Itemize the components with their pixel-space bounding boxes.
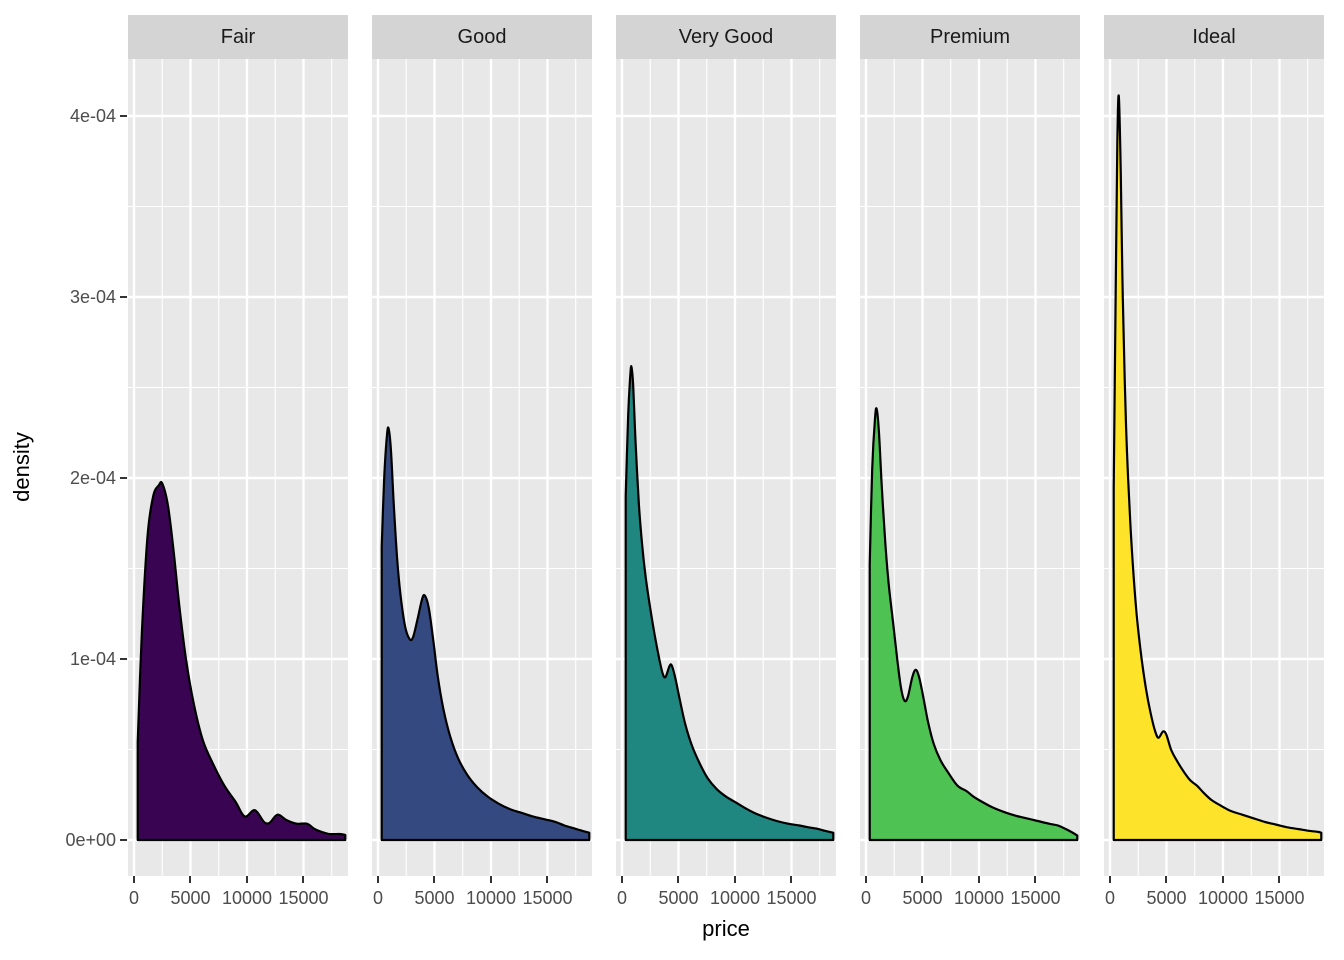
x-tick-label: 15000	[1254, 888, 1305, 908]
x-tick-label: 10000	[953, 888, 1004, 908]
x-tick-mark	[376, 876, 379, 883]
x-tick-mark	[189, 876, 192, 883]
y-tick-label: 1e-04	[69, 649, 116, 669]
x-tick-mark	[864, 876, 867, 883]
y-tick-mark	[120, 658, 127, 660]
x-tick-mark	[921, 876, 924, 883]
x-tick-mark	[245, 876, 248, 883]
x-tick-label: 5000	[1146, 888, 1187, 908]
x-tick-mark	[546, 876, 549, 883]
y-tick-mark	[120, 839, 127, 841]
y-tick-label: 4e-04	[69, 106, 116, 126]
facet-strip-label-ideal: Ideal	[1192, 25, 1236, 48]
x-tick-mark	[733, 876, 736, 883]
x-tick-mark	[620, 876, 623, 883]
x-axis-title: price	[702, 916, 750, 941]
x-tick-label: 10000	[465, 888, 516, 908]
facet-panel-very-good	[616, 59, 836, 876]
x-tick-mark	[1034, 876, 1037, 883]
facet-strip-very-good: Very Good	[616, 15, 836, 59]
facet-panel-good	[372, 59, 592, 876]
x-tick-label: 5000	[170, 888, 211, 908]
x-tick-mark	[433, 876, 436, 883]
facet-strip-label-premium: Premium	[929, 25, 1010, 48]
x-tick-mark	[1221, 876, 1224, 883]
x-tick-label: 10000	[1197, 888, 1248, 908]
x-tick-mark	[1108, 876, 1111, 883]
x-tick-label: 0	[860, 888, 871, 908]
x-tick-label: 15000	[1010, 888, 1061, 908]
facet-strip-fair: Fair	[128, 15, 348, 59]
y-tick-label: 2e-04	[69, 468, 116, 488]
x-tick-label: 5000	[414, 888, 455, 908]
facet-panel-ideal	[1104, 59, 1324, 876]
facet-strip-label-good: Good	[457, 25, 507, 48]
x-tick-label: 0	[372, 888, 383, 908]
density-curve-good	[380, 426, 591, 842]
x-tick-label: 0	[616, 888, 627, 908]
density-curve-premium	[868, 407, 1079, 842]
x-tick-label: 0	[1104, 888, 1115, 908]
x-tick-label: 5000	[902, 888, 943, 908]
facet-strip-label-very-good: Very Good	[678, 25, 774, 48]
x-tick-mark	[790, 876, 793, 883]
x-tick-label: 10000	[709, 888, 760, 908]
x-tick-label: 5000	[658, 888, 699, 908]
x-tick-label: 15000	[278, 888, 329, 908]
x-tick-mark	[677, 876, 680, 883]
x-tick-mark	[977, 876, 980, 883]
y-tick-mark	[120, 477, 127, 479]
y-tick-label: 0e+00	[65, 830, 116, 850]
density-curve-fair	[136, 480, 347, 842]
facet-strip-label-fair: Fair	[220, 25, 256, 48]
x-tick-label: 15000	[522, 888, 573, 908]
density-curve-very-good	[624, 365, 835, 842]
x-tick-mark	[302, 876, 305, 883]
x-tick-mark	[489, 876, 492, 883]
y-tick-mark	[120, 115, 127, 117]
facet-panel-fair	[128, 59, 348, 876]
x-tick-mark	[132, 876, 135, 883]
x-tick-mark	[1165, 876, 1168, 883]
facet-panel-premium	[860, 59, 1080, 876]
y-tick-mark	[120, 296, 127, 298]
x-tick-label: 10000	[221, 888, 272, 908]
facet-strip-good: Good	[372, 15, 592, 59]
x-tick-label: 15000	[766, 888, 817, 908]
y-tick-label: 3e-04	[69, 287, 116, 307]
x-tick-mark	[1278, 876, 1281, 883]
density-curve-ideal	[1112, 94, 1323, 842]
facet-strip-premium: Premium	[860, 15, 1080, 59]
x-tick-label: 0	[128, 888, 139, 908]
facet-strip-ideal: Ideal	[1104, 15, 1324, 59]
